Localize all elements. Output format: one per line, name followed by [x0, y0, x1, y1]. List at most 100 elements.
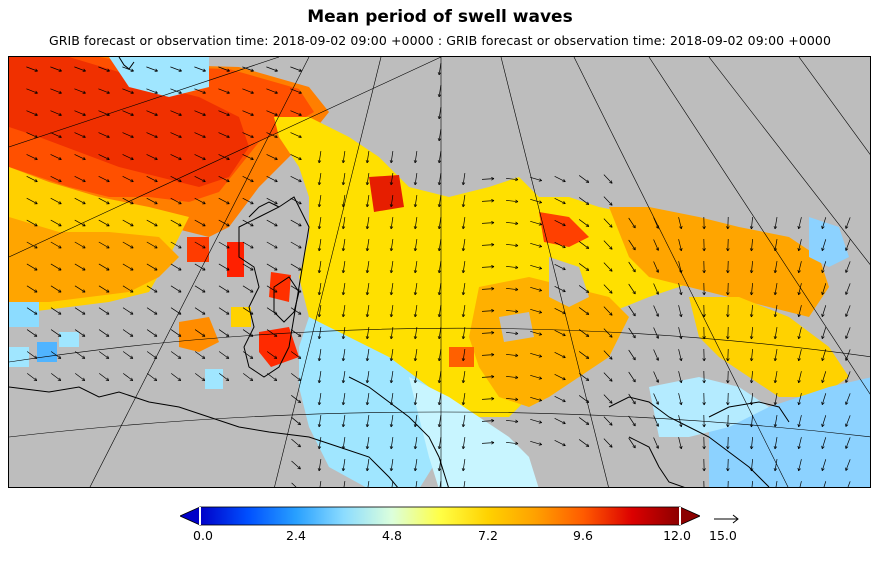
swell-arrow	[603, 394, 613, 404]
swell-arrow	[821, 239, 827, 251]
swell-arrow	[98, 307, 110, 315]
map-frame[interactable]	[8, 56, 871, 488]
swell-arrow	[50, 373, 62, 381]
swell-arrow	[413, 371, 418, 384]
swell-arrow	[26, 88, 38, 94]
field-patch-w-blue	[37, 342, 57, 362]
swell-arrow	[797, 437, 802, 450]
swell-arrow	[389, 217, 394, 230]
swell-arrow	[146, 66, 158, 72]
swell-arrow	[437, 195, 442, 208]
swell-arrow	[74, 329, 86, 337]
swell-arrow	[797, 459, 802, 472]
swell-arrow	[437, 283, 442, 296]
swell-arrow	[266, 373, 278, 381]
swell-arrow	[98, 241, 110, 249]
swell-arrow	[50, 197, 62, 205]
swell-arrow	[98, 110, 110, 116]
swell-arrow	[266, 285, 278, 293]
swell-arrow	[797, 327, 802, 340]
swell-arrow	[461, 415, 466, 428]
field-spot-svalbard-red	[369, 175, 404, 212]
swell-arrow	[26, 351, 38, 359]
swell-arrow	[26, 307, 38, 315]
swell-arrow	[170, 110, 182, 116]
swell-arrow	[98, 219, 110, 227]
swell-arrow	[653, 415, 660, 427]
swell-arrow	[578, 351, 590, 359]
swell-arrow	[821, 305, 827, 317]
swell-arrow	[389, 327, 394, 340]
swell-arrow	[554, 176, 566, 183]
swell-arrow	[218, 110, 230, 116]
swell-arrow	[317, 151, 322, 164]
swell-arrow	[530, 220, 543, 226]
swell-arrow	[122, 66, 134, 72]
swell-arrow	[218, 197, 230, 205]
swell-arrow	[821, 437, 827, 449]
swell-arrow	[74, 132, 86, 139]
swell-arrow	[413, 151, 418, 164]
swell-arrow	[554, 308, 566, 315]
swell-arrow	[365, 305, 370, 318]
swell-arrow	[554, 220, 566, 227]
swell-arrow	[702, 326, 706, 340]
swell-arrow	[481, 265, 495, 269]
swell-arrow	[461, 217, 466, 230]
swell-arrow	[821, 393, 827, 405]
swell-arrow	[554, 330, 566, 337]
swell-arrow	[554, 396, 566, 403]
swell-arrow	[194, 197, 206, 205]
swell-arrow	[437, 63, 442, 76]
swell-arrow	[653, 261, 660, 273]
swell-arrow	[773, 217, 778, 230]
field-patch-greenland-3	[227, 242, 244, 277]
swell-arrow	[389, 349, 394, 362]
swell-arrow	[341, 283, 346, 296]
swell-arrow	[461, 173, 466, 186]
swell-arrow	[389, 371, 394, 384]
swell-arrow	[439, 481, 442, 487]
swell-arrow	[194, 66, 206, 72]
swell-direction-arrows	[26, 63, 851, 487]
coast-laptev	[708, 401, 790, 423]
swell-arrow	[413, 239, 418, 252]
swell-arrow	[266, 263, 278, 271]
swell-arrow	[98, 132, 110, 139]
swell-arrow	[603, 174, 613, 184]
swell-arrow	[291, 460, 301, 470]
swell-arrow	[413, 261, 418, 274]
swell-arrow	[554, 418, 566, 425]
swell-arrow	[749, 458, 754, 472]
swell-arrow	[218, 88, 230, 94]
map-title: Mean period of swell waves	[307, 7, 573, 27]
swell-arrow	[437, 217, 442, 230]
swell-arrow	[797, 283, 802, 296]
swell-arrow	[461, 371, 466, 384]
swell-arrow	[821, 283, 827, 295]
swell-arrow	[726, 216, 730, 230]
swell-arrow	[821, 327, 827, 339]
swell-arrow	[530, 242, 543, 248]
swell-arrow	[290, 373, 302, 381]
swell-arrow	[773, 239, 778, 252]
swell-arrow	[797, 371, 802, 384]
swell-arrow	[797, 393, 802, 406]
field-region-east-yellow	[689, 297, 849, 397]
swell-arrow	[146, 110, 158, 116]
meridian-9	[708, 57, 870, 265]
swell-arrow	[578, 263, 590, 271]
swell-arrow	[266, 88, 278, 94]
swell-arrow	[554, 440, 566, 447]
swell-arrow	[578, 197, 590, 205]
swell-arrow	[194, 110, 206, 116]
swell-arrow	[291, 438, 301, 448]
swell-arrow	[413, 173, 418, 186]
swell-arrow	[413, 327, 418, 340]
swell-arrow	[74, 66, 86, 72]
field-patch-greenland-2	[187, 237, 209, 262]
swell-arrow	[170, 197, 182, 205]
swell-arrow	[773, 261, 778, 274]
swell-arrow	[726, 392, 730, 406]
meridian-4	[274, 57, 382, 487]
